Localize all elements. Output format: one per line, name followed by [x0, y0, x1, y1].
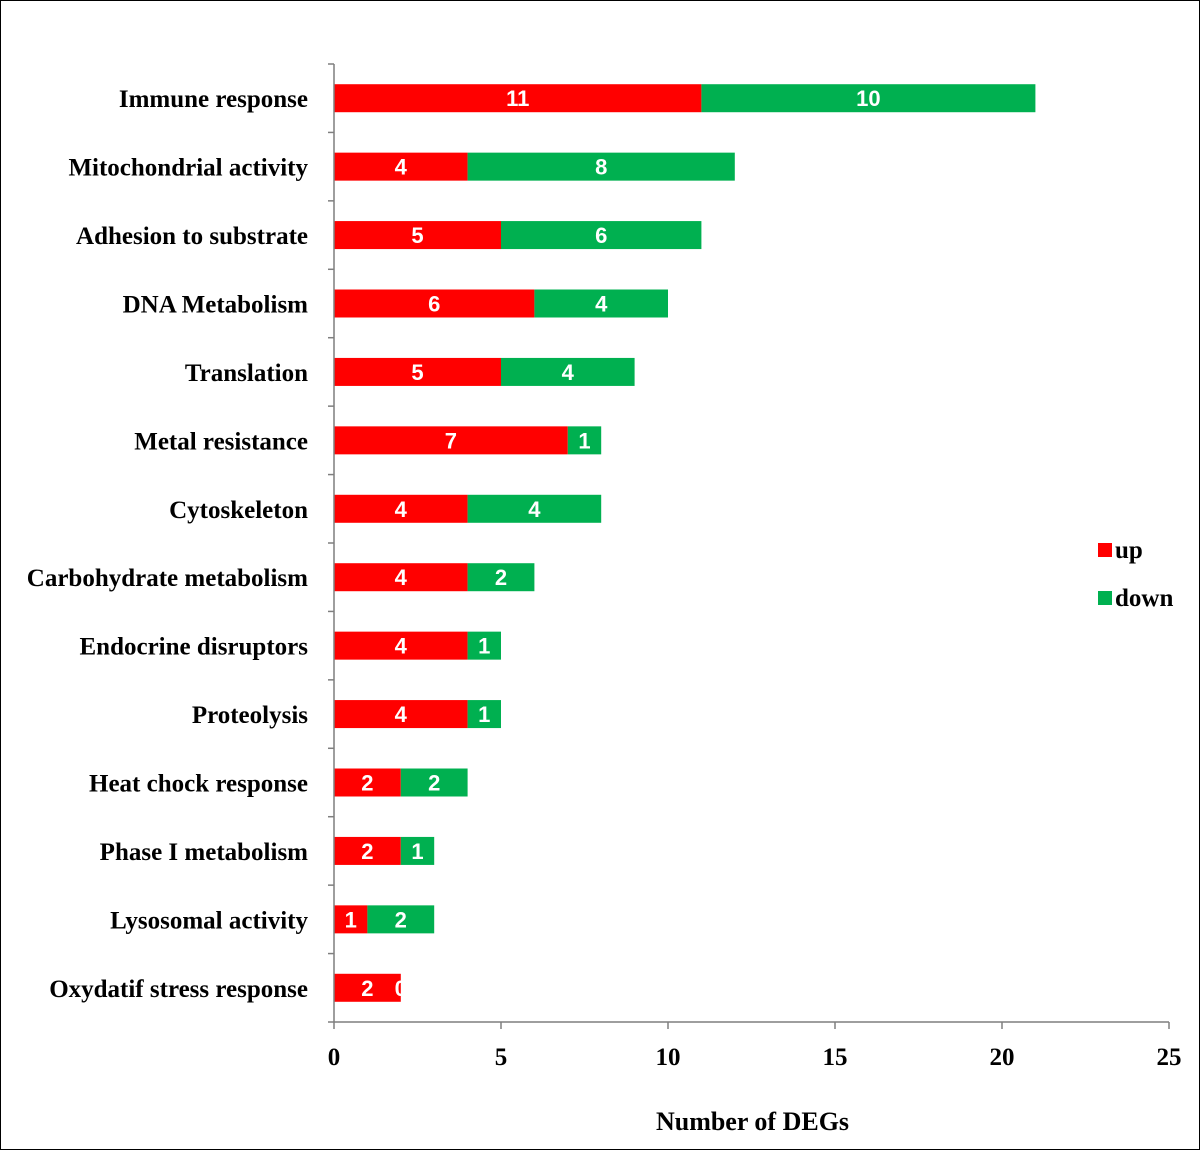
bar-up — [334, 152, 468, 181]
data-label-up: 4 — [395, 155, 408, 180]
category-label: Heat chock response — [89, 771, 308, 798]
bar-up — [334, 836, 401, 865]
data-label-down: 1 — [478, 634, 490, 659]
bar-down — [501, 357, 635, 386]
category-label: Mitochondrial activity — [68, 155, 308, 182]
axes-group — [328, 63, 1170, 1029]
data-label-up: 7 — [445, 428, 457, 453]
data-label-up: 4 — [395, 565, 408, 590]
data-label-up: 2 — [361, 839, 373, 864]
data-label-down: 1 — [478, 702, 490, 727]
category-label: Oxydatif stress response — [49, 976, 308, 1003]
bar-down — [701, 84, 1036, 113]
bar-up — [334, 563, 468, 592]
category-label: Metal resistance — [134, 428, 308, 455]
x-tick-label: 0 — [328, 1044, 341, 1071]
data-label-up: 4 — [395, 702, 408, 727]
category-label: Lysosomal activity — [110, 907, 308, 934]
bar-up — [334, 768, 401, 797]
data-label-down: 1 — [411, 839, 423, 864]
data-label-down: 8 — [595, 155, 607, 180]
bar-down — [534, 289, 668, 318]
legend: up down — [1098, 537, 1173, 612]
category-labels-group: Immune response Mitochondrial activity Adh… — [27, 86, 309, 1003]
category-label: Endocrine disruptors — [79, 634, 308, 661]
data-label-up: 11 — [506, 86, 529, 111]
category-label: Carbohydrate metabolism — [27, 565, 308, 592]
category-label: Proteolysis — [192, 702, 308, 729]
bar-up — [334, 700, 468, 729]
data-label-down: 4 — [562, 360, 575, 385]
category-label: Translation — [185, 360, 308, 387]
data-label-down: 1 — [578, 428, 590, 453]
x-tick-label: 15 — [823, 1044, 848, 1071]
x-tick-label: 5 — [495, 1044, 508, 1071]
legend-label-up: up — [1115, 537, 1143, 564]
data-label-up: 5 — [411, 360, 423, 385]
bar-down — [567, 426, 602, 455]
data-label-up: 1 — [345, 907, 357, 932]
x-tick-label: 25 — [1157, 1044, 1182, 1071]
bar-up — [334, 426, 568, 455]
x-tick-label: 20 — [990, 1044, 1015, 1071]
bar-labels-group: 11 104 85 66 45 47 14 44 24 14 12 22 11 22 0 — [345, 86, 881, 1001]
legend-label-down: down — [1115, 585, 1173, 612]
data-label-down: 2 — [395, 907, 407, 932]
data-label-down: 4 — [528, 497, 541, 522]
tick-labels-group: 0 5 10 15 20 25 — [328, 1044, 1182, 1071]
bar-up — [334, 221, 501, 250]
bar-down — [467, 494, 602, 523]
bars-group — [334, 84, 1036, 1002]
bar-down — [467, 631, 501, 660]
bar-down — [367, 905, 435, 934]
data-label-up: 4 — [395, 634, 408, 659]
category-label: DNA Metabolism — [123, 292, 309, 319]
bar-up — [334, 494, 468, 523]
data-label-down: 4 — [595, 292, 608, 317]
data-label-down: 0 — [395, 976, 407, 1001]
bar-down — [400, 768, 468, 797]
data-label-down: 2 — [495, 565, 507, 590]
bar-down — [467, 152, 735, 181]
data-label-up: 2 — [361, 976, 373, 1001]
x-tick-label: 10 — [656, 1044, 681, 1071]
category-label: Adhesion to substrate — [76, 223, 308, 250]
bar-up — [334, 631, 468, 660]
category-label: Phase I metabolism — [100, 839, 309, 866]
data-label-up: 6 — [428, 292, 440, 317]
data-label-down: 10 — [856, 86, 880, 111]
bar-up — [334, 357, 501, 386]
legend-swatch-up — [1098, 543, 1112, 557]
bar-down — [467, 563, 535, 592]
bar-up — [334, 84, 702, 113]
bar-up — [334, 289, 535, 318]
bar-up — [334, 973, 401, 1002]
data-label-up: 2 — [361, 771, 373, 796]
data-label-down: 6 — [595, 223, 607, 248]
data-label-down: 2 — [428, 771, 440, 796]
bar-down — [501, 221, 702, 250]
bar-up — [334, 905, 368, 934]
category-label: Immune response — [119, 86, 308, 113]
data-label-up: 5 — [411, 223, 423, 248]
data-label-up: 4 — [395, 497, 408, 522]
bar-down — [400, 836, 435, 865]
category-label: Cytoskeleton — [169, 497, 308, 524]
legend-swatch-down — [1098, 591, 1112, 605]
x-axis-title: Number of DEGs — [656, 1107, 849, 1136]
bar-down — [467, 700, 501, 729]
